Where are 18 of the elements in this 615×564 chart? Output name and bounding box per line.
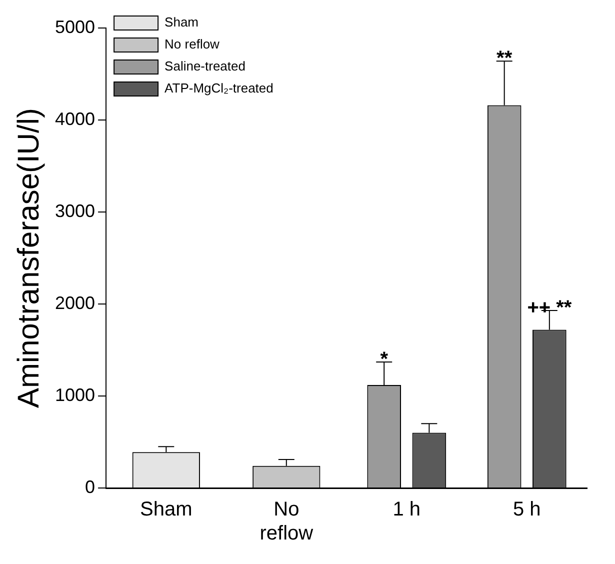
y-tick-label: 3000 (54, 200, 96, 221)
y-tick-label: 4000 (54, 108, 96, 129)
y-axis-title: Aminotransferase(IU/l) (12, 108, 46, 408)
data-label: ++ ** (527, 296, 572, 319)
x-tick-label: 1 h (392, 498, 421, 521)
y-tick-label: 0 (85, 476, 96, 497)
x-tick-label: 5 h (512, 498, 541, 521)
y-tick-label: 2000 (54, 292, 96, 313)
y-tick-label: 5000 (54, 16, 96, 37)
legend-label: ATP-MgCl₂-treated (164, 80, 274, 96)
legend-label: No reflow (164, 36, 220, 52)
y-tick-label: 1000 (54, 384, 96, 405)
x-tick-label: Sham (140, 498, 192, 521)
data-label: ** (496, 48, 512, 70)
data-label: * (380, 348, 388, 370)
x-tick-label: No reflow (260, 498, 314, 545)
legend-label: Saline-treated (164, 58, 246, 74)
legend-label: Sham (164, 14, 199, 30)
